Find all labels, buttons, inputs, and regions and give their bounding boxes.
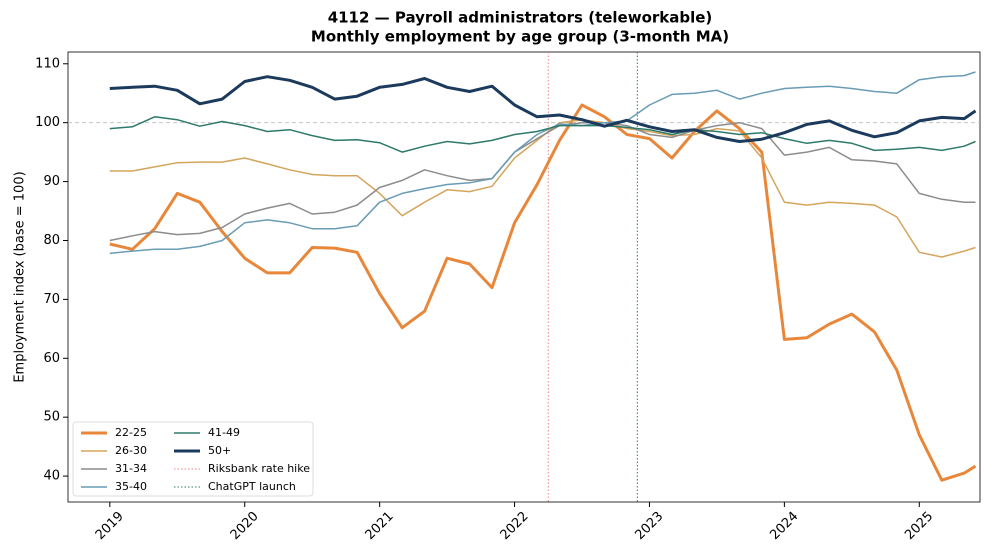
- series-line: [109, 103, 977, 482]
- series-line: [109, 71, 976, 255]
- series-line: [109, 116, 976, 153]
- y-tick-label: 110: [35, 56, 60, 71]
- chart-subtitle: Monthly employment by age group (3-month…: [311, 28, 729, 46]
- x-tick-label: 2025: [902, 509, 936, 543]
- legend-label: Riksbank rate hike: [208, 462, 310, 475]
- series-line: [109, 75, 977, 143]
- y-tick-label: 70: [43, 292, 60, 307]
- legend-label: 41-49: [208, 426, 240, 439]
- y-axis-label: Employment index (base = 100): [13, 171, 28, 382]
- x-tick-label: 2021: [363, 509, 397, 543]
- legend-label: 26-30: [115, 444, 147, 457]
- legend-label: 22-25: [115, 426, 147, 439]
- legend-label: 31-34: [115, 462, 147, 475]
- legend-label: 50+: [208, 444, 231, 457]
- y-tick-label: 40: [43, 469, 60, 484]
- y-tick-label: 60: [43, 351, 60, 366]
- x-tick-label: 2019: [93, 509, 127, 543]
- y-tick-label: 100: [35, 115, 60, 130]
- x-tick-label: 2023: [632, 509, 666, 543]
- legend-label: ChatGPT launch: [208, 480, 296, 493]
- x-tick-label: 2020: [228, 509, 262, 543]
- chart-title: 4112 — Payroll administrators (teleworka…: [328, 9, 713, 27]
- legend-box: [72, 421, 314, 497]
- series-line: [109, 118, 976, 258]
- plot-frame: [67, 51, 981, 503]
- y-tick-label: 80: [43, 233, 60, 248]
- series-line: [109, 121, 976, 242]
- legend-label: 35-40: [115, 480, 147, 493]
- y-tick-label: 50: [43, 410, 60, 425]
- y-tick-label: 90: [43, 174, 60, 189]
- x-tick-label: 2024: [767, 509, 801, 543]
- x-tick-label: 2022: [498, 509, 532, 543]
